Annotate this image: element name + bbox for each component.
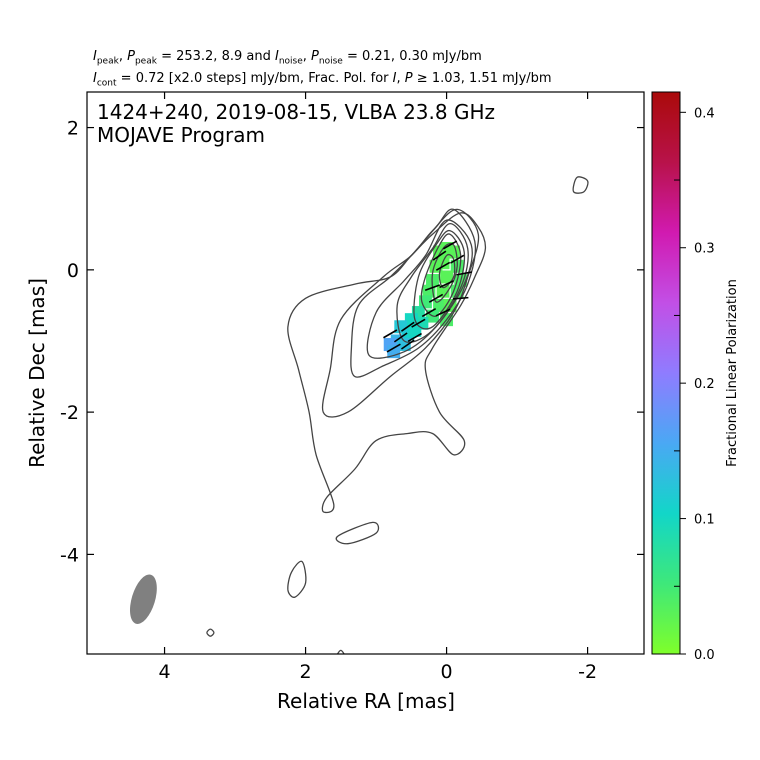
noise-values: = 0.21, 0.30 mJy/bm [346,49,482,64]
peak-values: = 253.2, 8.9 and [161,49,271,64]
beam-layer [129,574,157,624]
evpa-tick [400,321,415,332]
frac-p-symbol: P [404,71,413,86]
contour-line [335,521,380,545]
evpa-tick [386,343,401,353]
contour-line [366,219,473,359]
i-peak-sub: peak [96,56,119,67]
x-tick-label: 0 [441,661,453,683]
contour-line [420,233,462,317]
x-tick-label: 2 [300,661,312,683]
x-tick-label: 4 [159,661,171,683]
evpa-tick [435,308,451,317]
header-line-2: Icont = 0.72 [x2.0 steps] mJy/bm, Frac. … [93,71,552,89]
contour-line [287,560,307,598]
axis-ticks: 4 2 0 -2 2 0 -2 -4 [60,92,644,683]
i-cont-symbol: I [93,71,97,86]
evpa-tick [428,293,444,303]
contour-line [431,242,458,303]
evpa-tick [452,296,469,300]
contour-line [438,253,456,289]
geq-symbol: ≥ [416,71,428,86]
x-tick-label: -2 [578,661,597,683]
y-tick-label: 0 [67,260,79,282]
colorbar-tick-label: 0.1 [694,513,715,528]
i-cont-sub: cont [96,78,117,89]
plot-title-line-1: 1424+240, 2019-08-15, VLBA 23.8 GHz [97,100,495,124]
y-axis-title: Relative Dec [mas] [25,278,49,468]
colorbar-title: Fractional Linear Polarization [725,279,740,467]
evpa-layer [383,240,472,353]
p-peak-symbol: P [127,49,135,64]
polarization-pixel [418,295,432,309]
colorbar-ticks: 0.0 0.1 0.2 0.3 0.4 [674,106,715,663]
evpa-tick [421,307,437,318]
contour-line [396,222,469,343]
frac-i-symbol: I [392,71,397,86]
colorbar [651,91,681,655]
contour-layer [206,176,589,654]
polarization-pixel [440,270,454,284]
y-tick-label: -2 [60,402,79,424]
evpa-tick [439,280,454,289]
y-tick-label: -4 [60,544,79,566]
i-noise-sub: noise [278,56,303,67]
x-axis-title: Relative RA [mas] [277,689,455,713]
header-line-1: Ipeak, Ppeak = 253.2, 8.9 and Inoise, Pn… [93,49,482,67]
colorbar-tick-label: 0.0 [694,648,715,663]
cont-values: = 0.72 [x2.0 steps] mJy/bm, Frac. Pol. f… [120,71,389,86]
evpa-tick [383,329,398,339]
evpa-tick [435,261,451,271]
evpa-tick [442,240,458,250]
p-noise-symbol: P [311,49,319,64]
evpa-tick [450,254,465,264]
plot-frame [86,91,645,655]
i-peak-symbol: I [93,49,97,64]
contour-line [336,649,345,654]
y-tick-label: 2 [67,118,79,140]
polarization-pixel [408,323,422,337]
plot-title-line-2: MOJAVE Program [97,123,265,147]
evpa-tick [456,271,472,276]
contour-line [206,628,215,637]
p-peak-sub: peak [134,56,157,67]
evpa-tick [393,332,408,343]
colorbar-tick-label: 0.2 [694,377,715,392]
evpa-tick [432,250,447,261]
contour-line [350,208,476,378]
evpa-tick [407,332,422,343]
polarization-pixel [397,338,411,352]
beam-ellipse [129,574,157,624]
colorbar-tick-label: 0.4 [694,106,715,121]
colorbar-tick-label: 0.3 [694,242,715,257]
polarization-pixel [394,320,408,334]
frac-values: 1.03, 1.51 mJy/bm [431,71,552,86]
p-noise-sub: noise [318,56,343,67]
i-noise-symbol: I [274,49,279,64]
evpa-tick [400,339,415,350]
evpa-tick [424,284,441,292]
evpa-tick [411,318,426,328]
contour-line [572,176,589,194]
contour-line [413,230,466,330]
